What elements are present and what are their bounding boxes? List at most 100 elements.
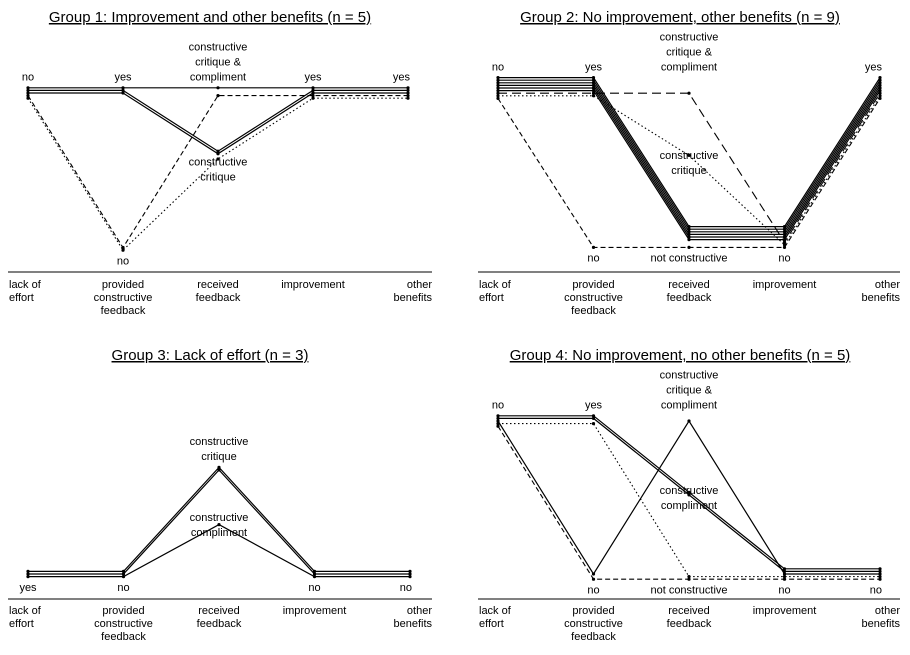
category-label: lack of effort	[479, 279, 512, 304]
data-point	[406, 86, 410, 90]
data-point	[406, 94, 410, 98]
level-label: yes	[585, 400, 603, 412]
data-point	[312, 572, 317, 576]
data-point	[591, 91, 596, 95]
category-label: other benefits	[861, 279, 900, 304]
data-point	[687, 575, 691, 579]
level-label: constructive critique	[189, 156, 248, 183]
data-point	[687, 245, 691, 249]
category-label: improvement	[753, 605, 817, 617]
level-label: constructive critique & compliment	[660, 31, 719, 73]
level-label: yes	[393, 72, 411, 84]
data-point	[406, 88, 410, 92]
data-point	[591, 572, 596, 576]
data-point	[496, 83, 500, 87]
data-point	[121, 88, 125, 92]
data-point	[591, 83, 596, 87]
data-point	[878, 83, 882, 87]
level-label: no	[400, 582, 412, 594]
level-label: no	[778, 585, 790, 597]
data-point	[26, 88, 30, 92]
panel-title: Group 3: Lack of effort (n = 3)	[112, 347, 309, 364]
panel-title: Group 4: No improvement, no other benefi…	[510, 347, 851, 364]
data-point	[687, 238, 691, 242]
category-label: received feedback	[667, 279, 712, 304]
category-label: provided constructive feedback	[94, 605, 153, 643]
data-point	[26, 96, 30, 100]
data-point	[311, 88, 315, 92]
level-label: no	[587, 585, 599, 597]
series-line	[497, 419, 880, 576]
data-point	[878, 91, 882, 95]
data-point	[591, 76, 596, 80]
panel-2: Group 2: No improvement, other benefits …	[478, 9, 900, 317]
data-point	[496, 91, 500, 95]
category-label: lack of effort	[9, 605, 42, 630]
data-point	[312, 569, 317, 574]
data-point	[878, 96, 882, 100]
panel-4: Group 4: No improvement, no other benefi…	[478, 347, 900, 643]
data-point	[26, 94, 30, 98]
data-point	[591, 86, 596, 90]
data-point	[121, 248, 125, 252]
data-point	[591, 422, 596, 426]
data-point	[591, 89, 596, 93]
level-label: yes	[585, 61, 603, 73]
data-point	[217, 468, 221, 472]
data-point	[496, 422, 500, 426]
level-label: yes	[114, 72, 132, 84]
data-point	[217, 523, 221, 527]
data-point	[591, 81, 596, 85]
category-label: improvement	[281, 279, 345, 291]
level-label: yes	[304, 72, 322, 84]
data-point	[496, 94, 500, 98]
data-point	[311, 86, 315, 90]
data-point	[312, 575, 317, 579]
panel-title: Group 1: Improvement and other benefits …	[49, 9, 371, 26]
level-label: no	[22, 72, 34, 84]
category-label: provided constructive feedback	[564, 605, 623, 643]
data-point	[217, 465, 221, 469]
category-label: received feedback	[667, 605, 712, 630]
data-point	[591, 78, 596, 82]
category-label: lack of effort	[479, 605, 512, 630]
data-point	[782, 567, 787, 571]
data-point	[496, 89, 500, 93]
data-point	[782, 572, 787, 576]
data-point	[26, 572, 30, 576]
data-point	[496, 86, 500, 90]
data-point	[878, 89, 882, 93]
data-point	[26, 91, 30, 95]
level-label: yes	[19, 582, 37, 594]
level-label: no	[870, 585, 882, 597]
panel-title: Group 2: No improvement, other benefits …	[520, 9, 840, 26]
data-point	[782, 245, 787, 249]
data-point	[121, 91, 125, 95]
data-point	[408, 569, 412, 574]
data-point	[26, 575, 30, 579]
data-point	[687, 493, 691, 497]
level-label: no	[778, 253, 790, 265]
category-label: lack of effort	[9, 279, 42, 304]
series-line	[28, 92, 408, 155]
level-label: no	[587, 253, 599, 265]
category-label: improvement	[283, 605, 347, 617]
level-label: yes	[865, 61, 883, 73]
data-point	[311, 94, 315, 98]
level-label: constructive critique	[190, 436, 249, 463]
level-label: constructive critique	[660, 150, 719, 177]
data-point	[878, 76, 882, 80]
level-label: constructive critique & compliment	[660, 370, 719, 412]
category-label: provided constructive feedback	[94, 279, 153, 317]
level-label: no	[308, 582, 320, 594]
data-point	[408, 575, 412, 579]
data-point	[216, 157, 220, 161]
data-point	[121, 86, 125, 90]
data-point	[121, 575, 126, 579]
data-point	[496, 96, 500, 100]
data-point	[216, 86, 220, 90]
data-point	[878, 569, 882, 574]
category-label: received feedback	[196, 279, 241, 304]
data-point	[216, 149, 220, 153]
data-point	[878, 577, 882, 581]
